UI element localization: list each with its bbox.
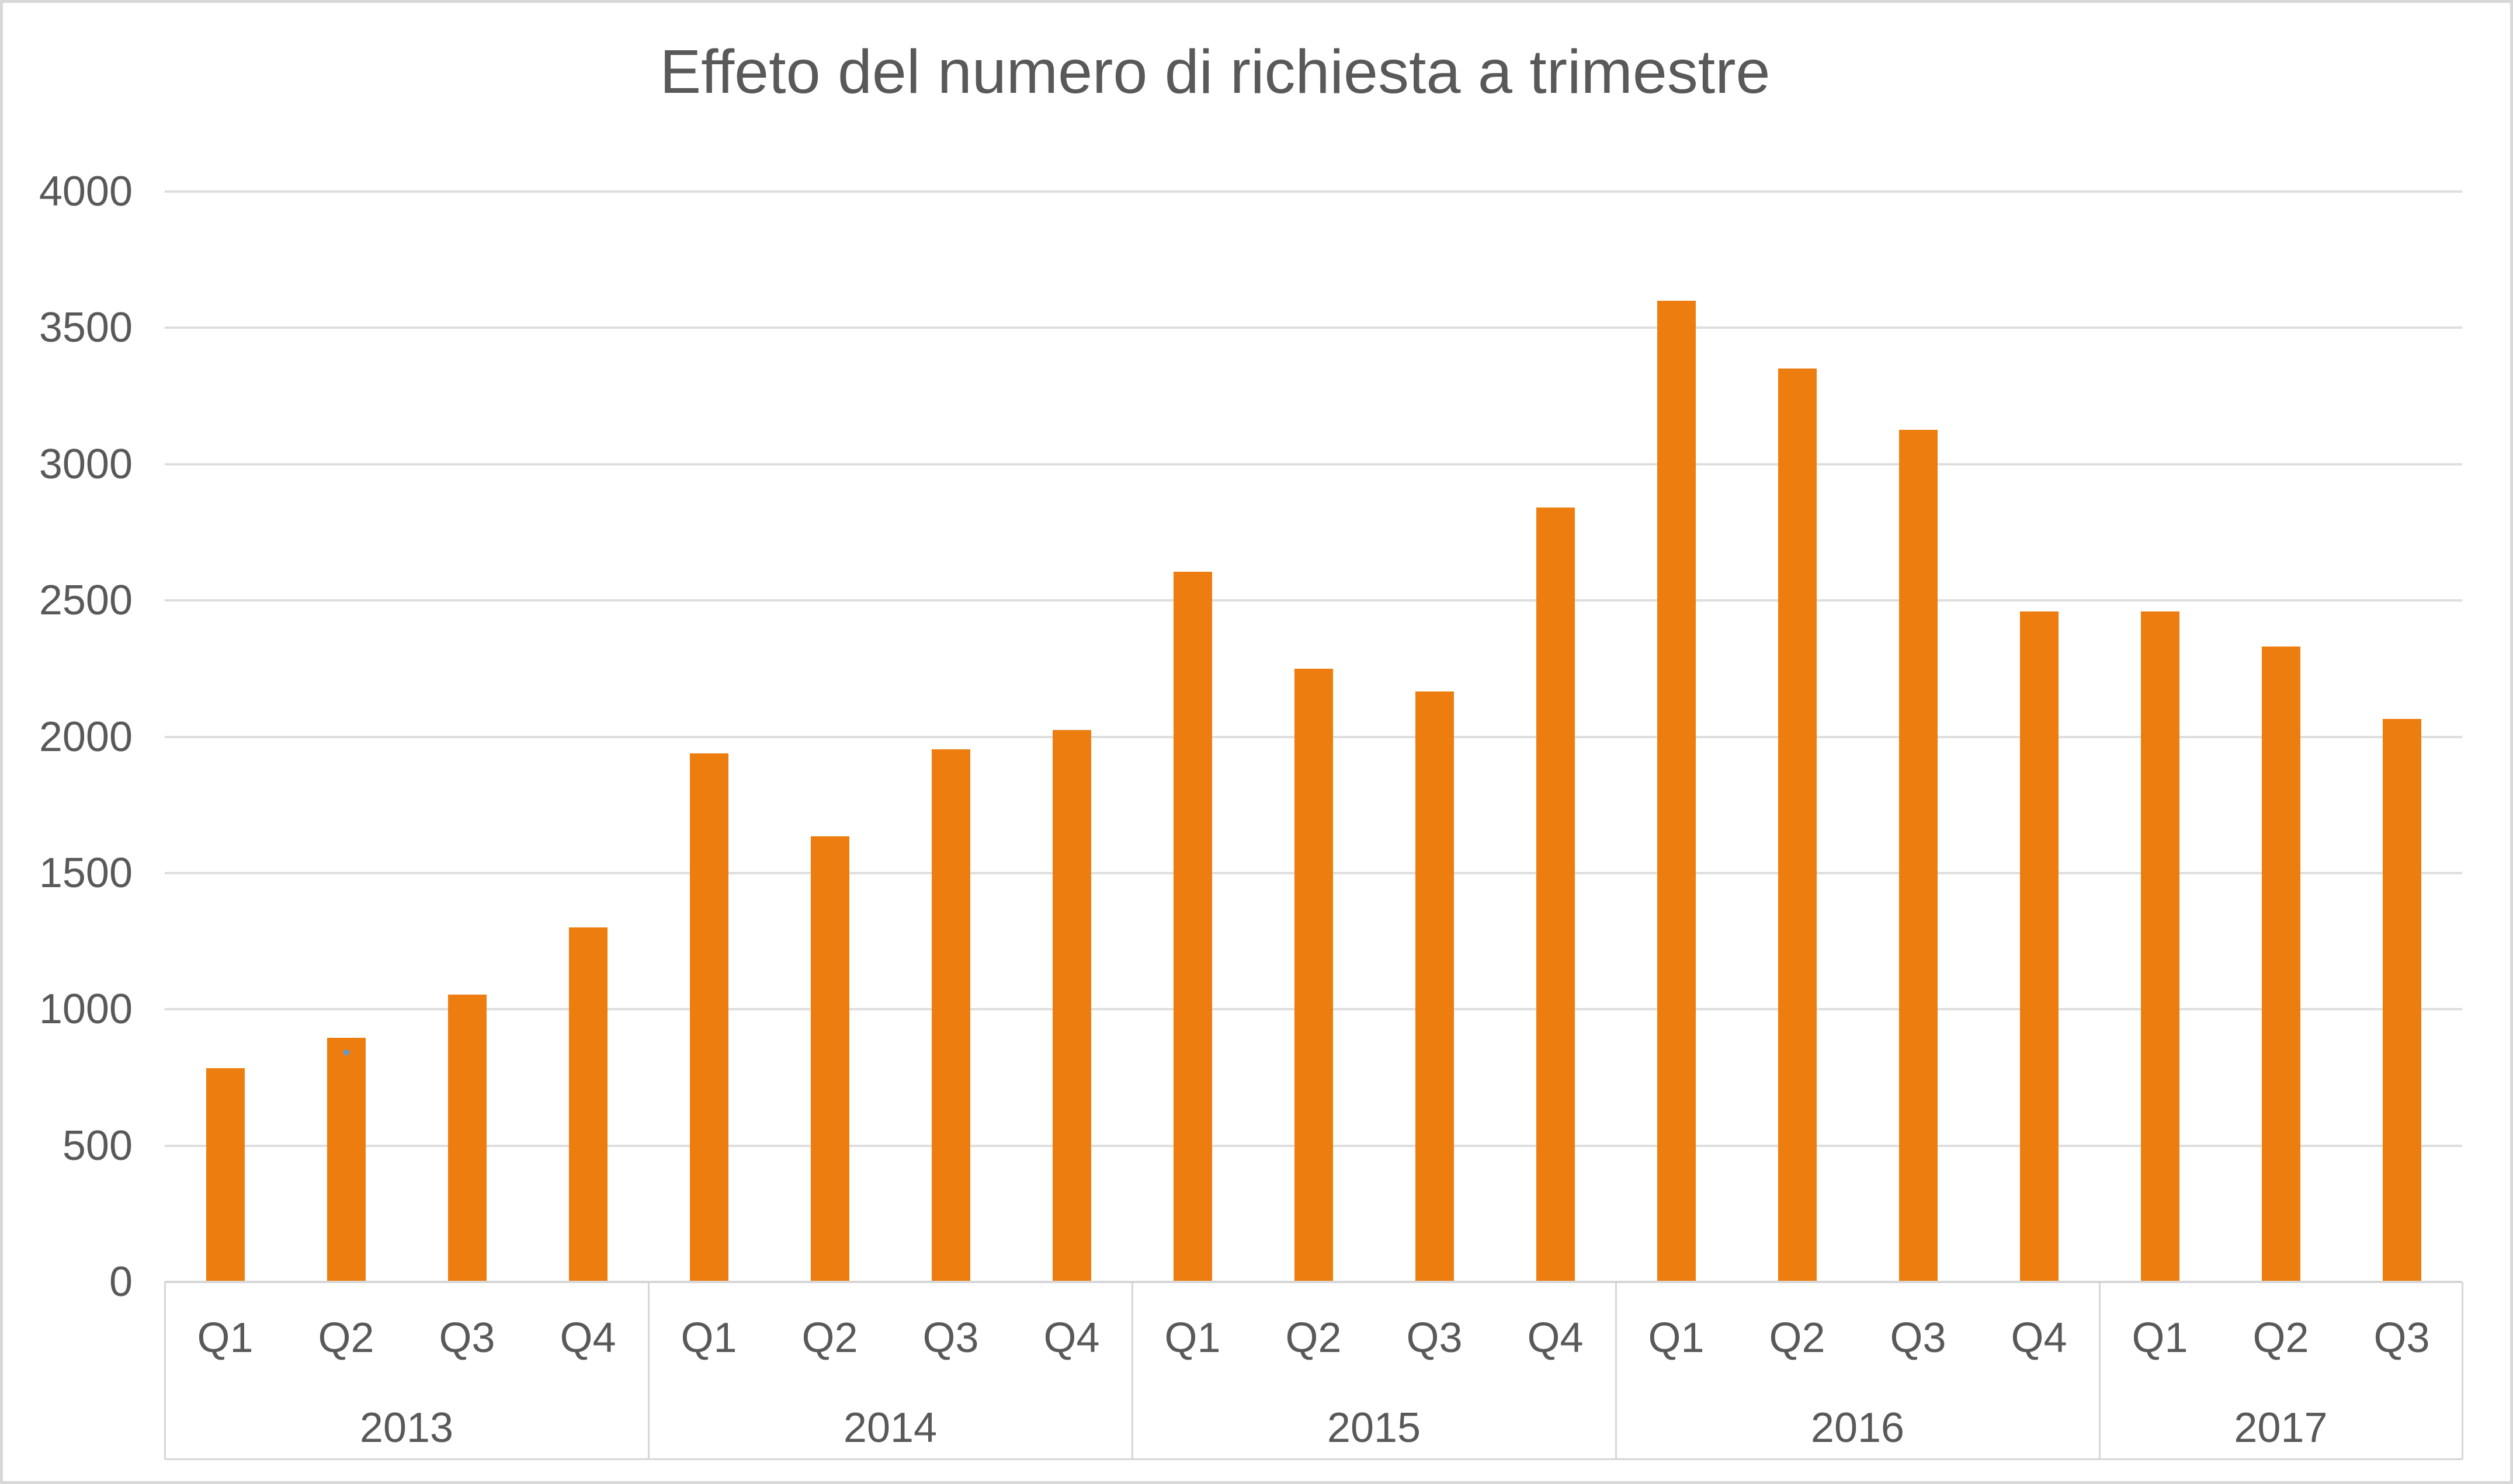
x-axis-quarter-label-2015-Q3: Q3 [1406, 1315, 1463, 1361]
x-axis-quarter-label-2017-Q1: Q1 [2132, 1315, 2188, 1361]
gridline-3000 [165, 463, 2462, 465]
chart-title: Effeto del numero di richiesta a trimest… [660, 37, 1771, 106]
x-axis-year-label-2015: 2015 [1327, 1405, 1421, 1451]
x-axis-quarter-label-2017-Q2: Q2 [2252, 1315, 2309, 1361]
bar-2013-Q2[interactable] [327, 1038, 366, 1282]
bar-2013-Q3[interactable] [447, 994, 487, 1282]
bar-2015-Q4[interactable] [1536, 508, 1575, 1282]
bar-2014-Q3[interactable] [931, 749, 970, 1282]
bar-2014-Q2[interactable] [810, 836, 849, 1282]
gridline-4000 [165, 190, 2462, 193]
bar-2014-Q1[interactable] [689, 753, 728, 1282]
bar-2016-Q3[interactable] [1898, 430, 1938, 1282]
gridline-2500 [165, 599, 2462, 602]
bar-2015-Q3[interactable] [1415, 691, 1454, 1282]
x-axis-group-divider [164, 1282, 166, 1459]
x-axis-line [165, 1281, 2462, 1283]
x-axis-group-divider [1131, 1282, 1133, 1459]
bar-2015-Q2[interactable] [1294, 668, 1333, 1282]
x-axis-group-divider [2462, 1282, 2463, 1459]
x-axis-quarter-label-2014-Q2: Q2 [801, 1315, 858, 1361]
gridline-3500 [165, 326, 2462, 329]
bar-2017-Q3[interactable] [2382, 719, 2421, 1282]
x-axis-quarter-label-2014-Q1: Q1 [681, 1315, 737, 1361]
x-axis-year-label-2017: 2017 [2234, 1405, 2328, 1451]
x-axis-year-label-2014: 2014 [843, 1405, 938, 1451]
y-axis-label-0: 0 [109, 1259, 133, 1305]
x-axis-year-label-2016: 2016 [1810, 1405, 1905, 1451]
x-axis-quarter-label-2015-Q1: Q1 [1164, 1315, 1221, 1361]
y-axis-label-3000: 3000 [39, 440, 133, 488]
x-axis-quarter-label-2017-Q3: Q3 [2373, 1315, 2430, 1361]
x-axis-quarter-label-2016-Q1: Q1 [1648, 1315, 1705, 1361]
bar-2015-Q1[interactable] [1173, 572, 1212, 1282]
y-axis-label-4000: 4000 [39, 168, 133, 215]
x-axis-quarter-label-2015-Q2: Q2 [1285, 1315, 1342, 1361]
x-axis-group-divider [2099, 1282, 2101, 1459]
bar-2013-Q1[interactable] [206, 1068, 245, 1282]
x-axis-quarter-label-2016-Q2: Q2 [1769, 1315, 1825, 1361]
x-axis-group-divider [1615, 1282, 1617, 1459]
bar-2014-Q4[interactable] [1052, 729, 1091, 1282]
x-axis-quarter-label-2016-Q4: Q4 [2011, 1315, 2067, 1361]
bar-2016-Q4[interactable] [2019, 611, 2059, 1282]
bar-2017-Q2[interactable] [2261, 647, 2300, 1282]
y-axis-label-1000: 1000 [39, 986, 133, 1033]
x-axis-quarter-label-2014-Q4: Q4 [1043, 1315, 1100, 1361]
x-axis-group-divider [648, 1282, 650, 1459]
x-axis-quarter-label-2013-Q4: Q4 [560, 1315, 616, 1361]
y-axis-label-2500: 2500 [39, 577, 133, 624]
y-axis-label-2000: 2000 [39, 713, 133, 760]
x-axis-quarter-label-2016-Q3: Q3 [1890, 1315, 1946, 1361]
x-axis-quarter-label-2013-Q3: Q3 [439, 1315, 495, 1361]
bar-2017-Q1[interactable] [2140, 611, 2179, 1282]
y-axis-label-500: 500 [62, 1122, 133, 1169]
x-axis-quarter-label-2015-Q4: Q4 [1527, 1315, 1584, 1361]
x-axis-quarter-label-2013-Q1: Q1 [197, 1315, 254, 1361]
bar-2016-Q1[interactable] [1657, 300, 1696, 1282]
y-axis-label-1500: 1500 [39, 849, 133, 896]
x-axis-quarter-label-2013-Q2: Q2 [318, 1315, 374, 1361]
y-axis-label-3500: 3500 [39, 304, 133, 352]
x-axis-box-bottom-line [165, 1458, 2462, 1460]
x-axis-year-label-2013: 2013 [359, 1405, 454, 1451]
bar-2013-Q4[interactable] [568, 927, 608, 1282]
x-axis-quarter-label-2014-Q3: Q3 [922, 1315, 979, 1361]
bar-2016-Q2[interactable] [1778, 369, 1817, 1282]
blue-dot-artifact [343, 1049, 349, 1056]
